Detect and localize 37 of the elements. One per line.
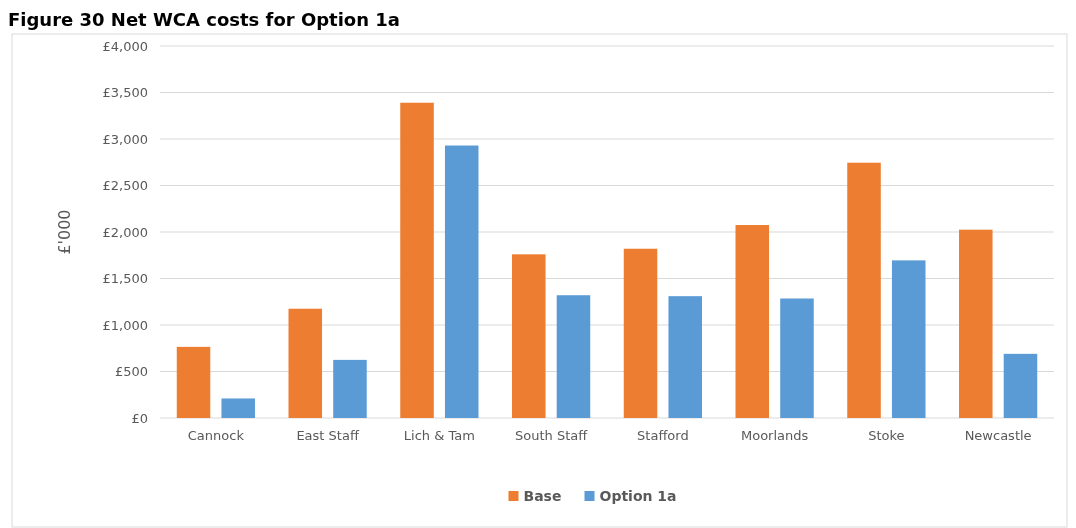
bar (400, 102, 434, 418)
y-tick-label: £1,000 (102, 317, 148, 333)
x-tick-label: Newcastle (964, 428, 1032, 443)
bar (1003, 353, 1038, 418)
bar (891, 260, 926, 418)
y-tick-label: £500 (114, 364, 148, 380)
bar (512, 254, 546, 418)
legend-label: Base (523, 487, 562, 504)
bar (623, 248, 658, 418)
bar (735, 225, 770, 418)
bar (556, 295, 591, 418)
x-tick-label: South Staff (515, 428, 589, 443)
bar (288, 308, 323, 418)
chart-title: Figure 30 Net WCA costs for Option 1a (8, 9, 400, 30)
x-tick-label: Stoke (868, 428, 905, 443)
x-tick-label: Lich & Tam (403, 428, 475, 443)
bar (221, 398, 255, 418)
bar (333, 359, 367, 418)
x-tick-label: Moorlands (740, 428, 809, 443)
legend-label: Option 1a (599, 487, 677, 504)
y-axis-title: £'000 (55, 209, 74, 255)
y-tick-label: £3,000 (102, 131, 148, 147)
y-tick-label: £2,500 (102, 178, 148, 194)
x-tick-label: East Staff (296, 428, 360, 443)
y-tick-label: £2,000 (102, 224, 148, 240)
bar (959, 229, 993, 418)
y-tick-label: £0 (131, 410, 148, 426)
y-tick-label: £4,000 (102, 38, 148, 54)
bar (668, 296, 702, 418)
x-tick-label: Cannock (187, 428, 245, 443)
bar (780, 298, 814, 418)
bar (176, 346, 211, 418)
bar (847, 162, 881, 418)
y-tick-label: £3,500 (102, 85, 148, 101)
x-tick-label: Stafford (637, 428, 689, 443)
bar (444, 145, 479, 418)
y-tick-label: £1,500 (102, 271, 148, 287)
